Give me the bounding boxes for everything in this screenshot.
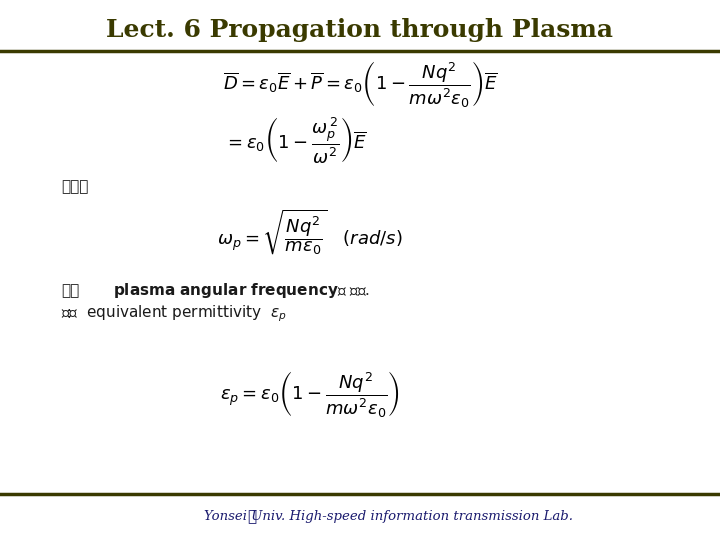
Text: $\varepsilon_p = \varepsilon_0\left(1 - \dfrac{Nq^2}{m\omega^2\varepsilon_0}\rig: $\varepsilon_p = \varepsilon_0\left(1 - … bbox=[220, 369, 400, 419]
Text: $\bf{plasma\ angular\ frequency}$라 한다.: $\bf{plasma\ angular\ frequency}$라 한다. bbox=[113, 281, 370, 300]
Text: Lect. 6 Propagation through Plasma: Lect. 6 Propagation through Plasma bbox=[107, 18, 613, 42]
Text: $\omega_p = \sqrt{\dfrac{Nq^2}{m\varepsilon_0}} \quad (rad / s)$: $\omega_p = \sqrt{\dfrac{Nq^2}{m\varepsi… bbox=[217, 207, 402, 257]
Text: ⓨ: ⓨ bbox=[248, 509, 256, 524]
Text: Yonsei Univ. High-speed information transmission Lab.: Yonsei Univ. High-speed information tran… bbox=[204, 510, 573, 523]
Text: $= \varepsilon_0\left(1 - \dfrac{\omega_p^{\,2}}{\omega^2}\right)\overline{E}$: $= \varepsilon_0\left(1 - \dfrac{\omega_… bbox=[224, 116, 366, 165]
Text: 여기서: 여기서 bbox=[61, 179, 89, 194]
Text: $\overline{D} = \varepsilon_0\overline{E} + \overline{P} = \varepsilon_0\left(1 : $\overline{D} = \varepsilon_0\overline{E… bbox=[222, 59, 498, 109]
Text: 이때  equivalent permittivity  $\varepsilon_p$: 이때 equivalent permittivity $\varepsilon_… bbox=[61, 303, 287, 323]
Text: 이를: 이를 bbox=[61, 283, 79, 298]
